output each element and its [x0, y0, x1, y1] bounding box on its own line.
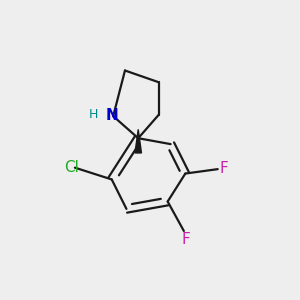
Text: H: H — [88, 108, 98, 121]
Text: Cl: Cl — [64, 160, 80, 175]
Text: N: N — [105, 108, 118, 123]
Text: F: F — [182, 232, 190, 247]
Polygon shape — [135, 129, 142, 153]
Text: F: F — [219, 161, 228, 176]
